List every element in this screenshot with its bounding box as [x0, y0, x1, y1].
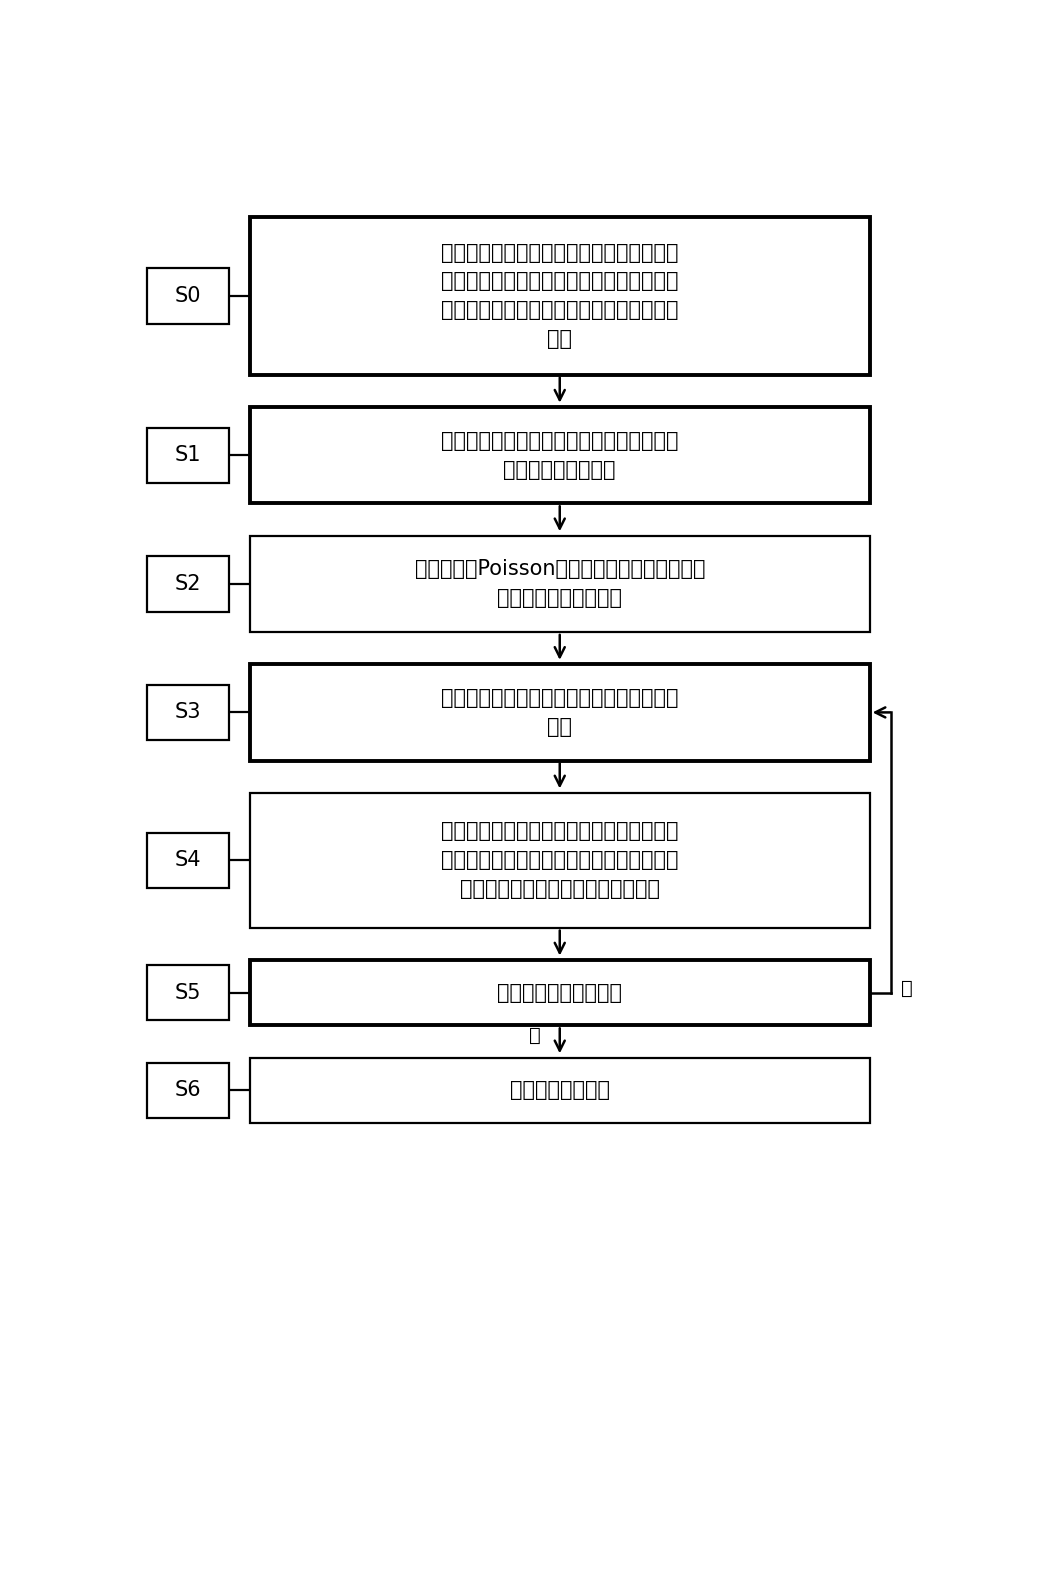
Bar — [146, 1062, 229, 1118]
Text: 输出电学性能曲线: 输出电学性能曲线 — [510, 1081, 610, 1100]
Bar — [146, 833, 229, 888]
Text: S0: S0 — [174, 287, 201, 306]
Bar — [146, 966, 229, 1021]
Bar — [250, 793, 870, 928]
Bar — [250, 665, 870, 760]
Text: 运行热平衡Poisson方程求解与网格优化模块，
获得优化网格及格点值: 运行热平衡Poisson方程求解与网格优化模块， 获得优化网格及格点值 — [415, 559, 705, 608]
Text: S6: S6 — [174, 1081, 201, 1100]
Text: S5: S5 — [174, 983, 201, 1002]
Text: 处理外加器件工作参数，使其适合器件模拟
应用: 处理外加器件工作参数，使其适合器件模拟 应用 — [441, 689, 678, 736]
Text: 结合器件外加工作参数，在当前网格上运行
工作条件求解模块，产生优化网格及相应格
点变量值，并计算相应电学特性参数: 结合器件外加工作参数，在当前网格上运行 工作条件求解模块，产生优化网格及相应格 … — [441, 822, 678, 899]
Text: S2: S2 — [174, 573, 201, 594]
Bar — [250, 959, 870, 1026]
Bar — [146, 268, 229, 323]
Text: 初始化器件几何区域网格，并猜测初始网格
的格点变量的初始值: 初始化器件几何区域网格，并猜测初始网格 的格点变量的初始值 — [441, 431, 678, 480]
Bar — [146, 427, 229, 483]
Text: S1: S1 — [174, 445, 201, 465]
Text: 是: 是 — [901, 980, 913, 999]
Bar — [250, 217, 870, 375]
Bar — [146, 556, 229, 611]
Text: 判断是否有新工作条件: 判断是否有新工作条件 — [498, 983, 622, 1002]
Bar — [250, 407, 870, 503]
Text: S4: S4 — [174, 850, 201, 871]
Bar — [250, 1057, 870, 1124]
Bar — [146, 685, 229, 741]
Bar — [250, 535, 870, 632]
Text: S3: S3 — [174, 703, 201, 722]
Text: 预设内循环次数，外循环次数，内迭代循环
步长中止标准与函数值中止标准，外迭代循
环步长中止标准，能量输运方程内循环中止
标准: 预设内循环次数，外循环次数，内迭代循环 步长中止标准与函数值中止标准，外迭代循 … — [441, 242, 678, 348]
Text: 否: 否 — [529, 1026, 541, 1045]
